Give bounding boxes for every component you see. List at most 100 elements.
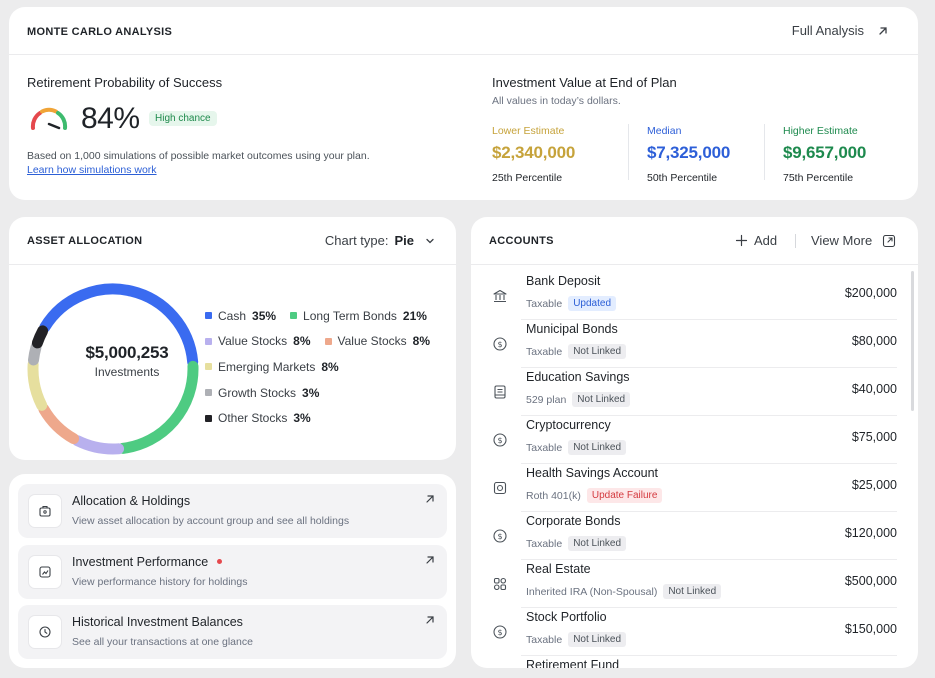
accounts-card: ACCOUNTS Add View More Bank Deposit Taxa… xyxy=(471,217,918,668)
svg-text:$: $ xyxy=(497,340,502,349)
legend-item-growth-stocks: Growth Stocks 3% xyxy=(205,386,319,400)
account-row[interactable]: $ Stock Portfolio Taxable Not Linked $150… xyxy=(471,608,911,656)
historical-balances-link[interactable]: Historical Investment Balances See all y… xyxy=(18,605,447,659)
account-amount: $25,000 xyxy=(851,478,897,492)
account-row[interactable]: $ Cryptocurrency Taxable Not Linked $75,0… xyxy=(471,416,911,464)
total-investments-value: $5,000,253 xyxy=(85,343,169,362)
chart-type-select[interactable]: Chart type: Pie xyxy=(325,233,436,248)
lower-estimate-value: $2,340,000 xyxy=(492,143,576,162)
allocation-holdings-link[interactable]: Allocation & Holdings View asset allocat… xyxy=(18,484,447,538)
legend-row: Growth Stocks 3% xyxy=(205,380,444,406)
median-estimate-label: Median xyxy=(647,125,682,137)
chance-badge: High chance xyxy=(149,111,217,126)
account-row[interactable]: Real Estate Inherited IRA (Non-Spousal) N… xyxy=(471,560,911,608)
view-more-label: View More xyxy=(811,233,873,248)
safe-icon xyxy=(491,479,508,496)
legend-swatch xyxy=(205,312,212,320)
briefcase-icon xyxy=(28,494,62,528)
full-analysis-label: Full Analysis xyxy=(791,23,864,38)
account-meta: Taxable Not Linked xyxy=(526,344,627,359)
monte-carlo-header: MONTE CARLO ANALYSIS Full Analysis xyxy=(9,7,918,55)
median-estimate-percentile: 50th Percentile xyxy=(647,172,718,184)
grid-icon xyxy=(491,575,508,592)
account-amount: $500,000 xyxy=(844,574,897,588)
donut-slice-value-stocks xyxy=(72,435,125,455)
svg-text:$: $ xyxy=(497,532,502,541)
account-row[interactable]: $ Corporate Bonds Taxable Not Linked $120… xyxy=(471,512,911,560)
row-divider xyxy=(521,367,897,368)
investment-performance-link[interactable]: Investment Performance View performance … xyxy=(18,545,447,599)
status-badge: Not Linked xyxy=(568,536,627,551)
account-amount: $120,000 xyxy=(844,526,897,540)
estimate-divider xyxy=(764,124,765,180)
add-account-button[interactable]: Add xyxy=(735,233,777,248)
account-amount: $40,000 xyxy=(851,382,897,396)
account-row[interactable]: Education Savings 529 plan Not Linked $40… xyxy=(471,368,911,416)
higher-estimate-percentile: 75th Percentile xyxy=(783,172,854,184)
link-subtitle: View performance history for holdings xyxy=(72,576,248,588)
legend-item-emerging-markets: Emerging Markets 8% xyxy=(205,360,339,374)
asset-allocation-card: ASSET ALLOCATION Chart type: Pie $5,000,… xyxy=(9,217,456,460)
view-more-button[interactable]: View More xyxy=(811,233,896,248)
legend-label: Other Stocks xyxy=(218,411,288,426)
simulation-note: Based on 1,000 simulations of possible m… xyxy=(27,150,370,162)
account-meta: Taxable Not Linked xyxy=(526,440,627,455)
row-divider xyxy=(521,655,897,656)
expand-icon xyxy=(883,234,896,247)
row-divider xyxy=(521,463,897,464)
estimate-divider xyxy=(628,124,629,180)
account-row[interactable]: Health Savings Account Roth 401(k) Update… xyxy=(471,464,911,512)
donut-slice-cash xyxy=(39,283,199,368)
account-amount: $200,000 xyxy=(844,286,897,300)
chart-type-value: Pie xyxy=(394,233,414,248)
header-divider xyxy=(795,234,796,248)
asset-allocation-header: ASSET ALLOCATION Chart type: Pie xyxy=(9,217,456,265)
account-meta: Taxable Not Linked xyxy=(526,536,627,551)
account-type: Inherited IRA (Non-Spousal) xyxy=(526,585,658,598)
account-name: Real Estate xyxy=(526,562,591,576)
accounts-header: ACCOUNTS Add View More xyxy=(471,217,918,265)
account-meta: 529 plan Not Linked xyxy=(526,392,631,407)
lower-estimate-label: Lower Estimate xyxy=(492,125,565,137)
legend-pct: 8% xyxy=(412,334,430,349)
higher-estimate-label: Higher Estimate xyxy=(783,125,858,137)
accounts-scrollbar[interactable] xyxy=(911,271,914,411)
legend-item-long-term-bonds: Long Term Bonds 21% xyxy=(290,309,427,323)
link-title: Historical Investment Balances xyxy=(72,615,243,629)
median-estimate-value: $7,325,000 xyxy=(647,143,731,162)
asset-allocation-title: ASSET ALLOCATION xyxy=(27,235,143,247)
probability-value: 84% xyxy=(81,102,140,135)
learn-simulations-link[interactable]: Learn how simulations work xyxy=(27,164,157,176)
monte-carlo-card: MONTE CARLO ANALYSIS Full Analysis Retir… xyxy=(9,7,918,200)
legend-label: Value Stocks xyxy=(337,334,407,349)
status-badge: Update Failure xyxy=(586,488,663,503)
account-type: Taxable xyxy=(526,633,563,646)
quick-links-card: Allocation & Holdings View asset allocat… xyxy=(9,474,456,668)
donut-slice-growth-stocks xyxy=(28,341,42,366)
donut-slice-emerging-markets xyxy=(27,358,48,411)
median-estimate: Median $7,325,000 50th Percentile xyxy=(647,125,730,184)
legend-swatch xyxy=(205,414,212,422)
allocation-donut-chart xyxy=(27,283,199,455)
legend-label: Cash xyxy=(218,308,247,323)
legend-item-value-stocks: Value Stocks 8% xyxy=(324,334,430,349)
account-row[interactable]: Bank Deposit Taxable Updated $200,000 xyxy=(471,272,911,320)
chart-type-label: Chart type: xyxy=(324,233,389,248)
arrow-up-right-icon xyxy=(879,26,887,35)
link-title: Allocation & Holdings xyxy=(72,494,191,508)
account-row[interactable]: $ Municipal Bonds Taxable Not Linked $80,… xyxy=(471,320,911,368)
legend-row: Cash 35% Long Term Bonds 21% xyxy=(205,303,444,329)
legend-pct: 3% xyxy=(302,385,320,400)
chevron-down-icon xyxy=(426,238,434,243)
dollar-circle-icon: $ xyxy=(491,527,508,544)
account-row[interactable]: Retirement Fund xyxy=(471,656,911,668)
legend-pct: 21% xyxy=(402,308,427,323)
total-investments-label: Investments xyxy=(94,365,160,379)
status-badge: Not Linked xyxy=(568,632,627,647)
legend-swatch xyxy=(205,337,212,345)
status-badge: Not Linked xyxy=(663,584,722,599)
full-analysis-link[interactable]: Full Analysis xyxy=(792,23,890,38)
higher-estimate-value: $9,657,000 xyxy=(783,143,867,162)
accounts-title: ACCOUNTS xyxy=(489,235,554,247)
legend-swatch xyxy=(205,363,212,371)
